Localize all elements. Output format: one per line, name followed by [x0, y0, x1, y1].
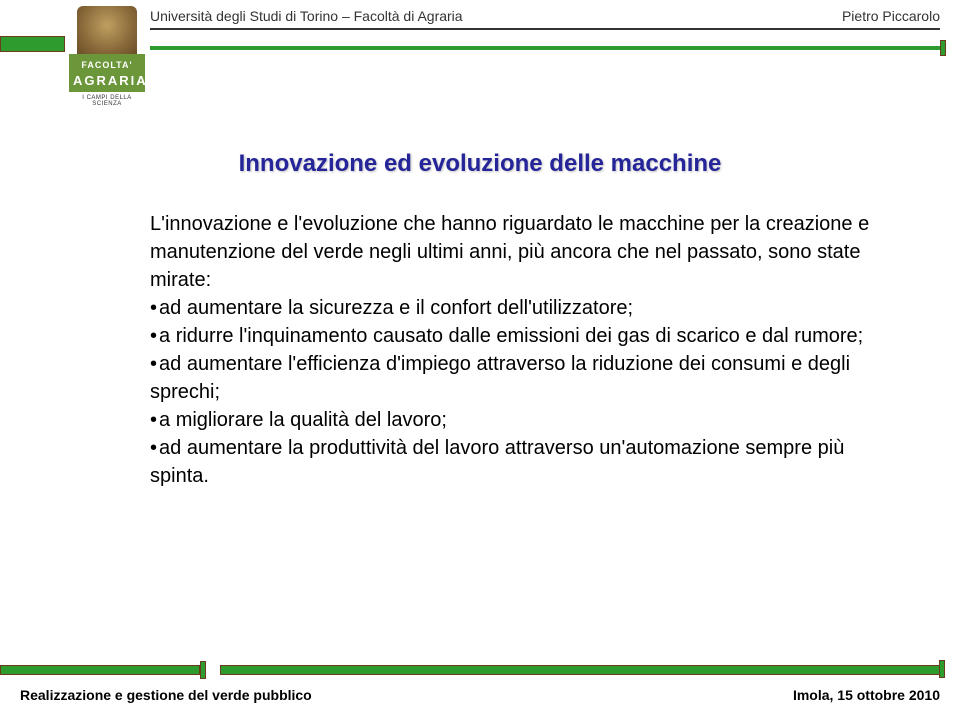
footer-bar-left — [0, 665, 200, 675]
top-bar-left — [0, 36, 65, 52]
footer-bars — [0, 653, 940, 675]
slide-title: Innovazione ed evoluzione delle macchine — [0, 150, 960, 178]
logo-panel: FACOLTA' AGRARIA — [69, 54, 145, 92]
logo-agraria: AGRARIA — [73, 73, 141, 89]
bullet-item: ad aumentare la sicurezza e il confort d… — [150, 294, 900, 322]
footer-right: Imola, 15 ottobre 2010 — [793, 687, 940, 703]
footer-left: Realizzazione e gestione del verde pubbl… — [20, 687, 312, 703]
header-underline — [150, 28, 940, 30]
header-right: Pietro Piccarolo — [842, 8, 940, 24]
logo-tagline: I CAMPI DELLA SCIENZA — [69, 92, 145, 107]
faculty-logo: FACOLTA' AGRARIA I CAMPI DELLA SCIENZA — [68, 6, 146, 126]
footer-bar-left-terminator — [200, 661, 206, 679]
bullet-item: ad aumentare l'efficienza d'impiego attr… — [150, 350, 900, 406]
title-area: Innovazione ed evoluzione delle macchine — [0, 150, 960, 178]
header-left: Università degli Studi di Torino – Facol… — [150, 8, 463, 24]
logo-facolta: FACOLTA' — [73, 60, 141, 71]
bullet-list: ad aumentare la sicurezza e il confort d… — [150, 294, 900, 490]
intro-paragraph: L'innovazione e l'evoluzione che hanno r… — [150, 210, 900, 294]
top-bar-terminator — [940, 40, 946, 56]
footer-bar-right — [220, 665, 940, 675]
top-bar-line — [150, 46, 940, 50]
university-seal-icon — [77, 6, 137, 54]
bullet-item: a migliorare la qualità del lavoro; — [150, 406, 900, 434]
footer-text: Realizzazione e gestione del verde pubbl… — [20, 687, 940, 703]
bullet-item: ad aumentare la produttività del lavoro … — [150, 434, 900, 490]
bullet-item: a ridurre l'inquinamento causato dalle e… — [150, 322, 900, 350]
slide-header: Università degli Studi di Torino – Facol… — [150, 8, 940, 24]
body-text: L'innovazione e l'evoluzione che hanno r… — [150, 210, 900, 490]
footer-bar-right-terminator — [939, 660, 945, 678]
